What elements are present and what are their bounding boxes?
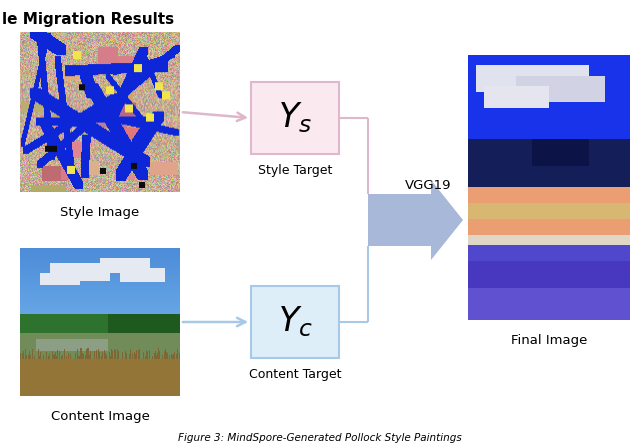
Text: Figure 3: MindSpore-Generated Pollock Style Paintings: Figure 3: MindSpore-Generated Pollock St…	[178, 433, 462, 443]
Text: Final Image: Final Image	[511, 334, 587, 347]
Polygon shape	[368, 180, 463, 260]
FancyBboxPatch shape	[251, 82, 339, 154]
Text: VGG19: VGG19	[405, 179, 451, 192]
Text: le Migration Results: le Migration Results	[2, 12, 174, 27]
Text: Content Target: Content Target	[249, 368, 341, 381]
Text: Content Image: Content Image	[51, 410, 149, 423]
Text: Style Image: Style Image	[60, 206, 140, 219]
Text: Style Target: Style Target	[258, 164, 332, 177]
Text: $\mathit{Y}_s$: $\mathit{Y}_s$	[278, 101, 312, 135]
Text: $\mathit{Y}_c$: $\mathit{Y}_c$	[278, 305, 312, 339]
FancyBboxPatch shape	[251, 286, 339, 358]
